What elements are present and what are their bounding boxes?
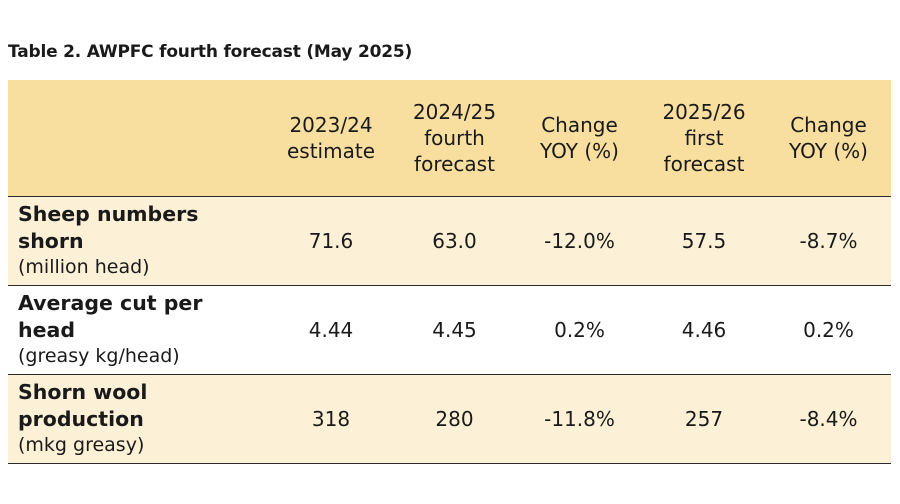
row-label: Average cut per head (greasy kg/head) bbox=[8, 285, 270, 374]
row-label: Shorn wool production (mkg greasy) bbox=[8, 374, 270, 463]
table-cell: -8.7% bbox=[799, 228, 858, 253]
row-unit: (mkg greasy) bbox=[18, 434, 145, 456]
table-header-row: 2023/24 estimate 2024/25 fourth forecast… bbox=[8, 80, 891, 196]
row-metric: Average cut per head bbox=[18, 291, 203, 342]
table-cell: 280 bbox=[435, 406, 474, 431]
header-blank bbox=[8, 80, 270, 196]
table-cell: -8.4% bbox=[799, 406, 858, 431]
row-unit: (greasy kg/head) bbox=[18, 345, 180, 367]
table-row: Sheep numbers shorn (million head) 71.6 … bbox=[8, 196, 891, 285]
header-2023-24-estimate: 2023/24 estimate bbox=[286, 112, 375, 163]
table-cell: 318 bbox=[311, 406, 351, 431]
table-cell: 0.2% bbox=[803, 317, 854, 342]
row-metric: Sheep numbers shorn bbox=[18, 202, 199, 253]
header-change-yoy-2: Change YOY (%) bbox=[789, 112, 868, 163]
header-2025-26-first-forecast: 2025/26 first forecast bbox=[662, 99, 746, 176]
table-caption: Table 2. AWPFC fourth forecast (May 2025… bbox=[8, 42, 413, 62]
table-row: Shorn wool production (mkg greasy) 318 2… bbox=[8, 374, 891, 463]
table-cell: -11.8% bbox=[544, 406, 615, 431]
table-cell: 4.46 bbox=[681, 317, 727, 342]
forecast-table: 2023/24 estimate 2024/25 fourth forecast… bbox=[8, 80, 891, 464]
table-cell: -12.0% bbox=[544, 228, 615, 253]
table-cell: 71.6 bbox=[308, 228, 354, 253]
table-cell: 57.5 bbox=[681, 228, 727, 253]
header-2024-25-fourth-forecast: 2024/25 fourth forecast bbox=[412, 99, 497, 176]
table-cell: 4.44 bbox=[308, 317, 354, 342]
table-cell: 257 bbox=[684, 406, 724, 431]
row-metric: Shorn wool production bbox=[18, 380, 148, 431]
table-cell: 0.2% bbox=[554, 317, 605, 342]
table-row: Average cut per head (greasy kg/head) 4.… bbox=[8, 285, 891, 374]
table-cell: 63.0 bbox=[432, 228, 477, 253]
row-unit: (million head) bbox=[18, 256, 150, 278]
row-label: Sheep numbers shorn (million head) bbox=[8, 196, 270, 285]
table-cell: 4.45 bbox=[432, 317, 477, 342]
header-change-yoy-1: Change YOY (%) bbox=[540, 112, 619, 163]
